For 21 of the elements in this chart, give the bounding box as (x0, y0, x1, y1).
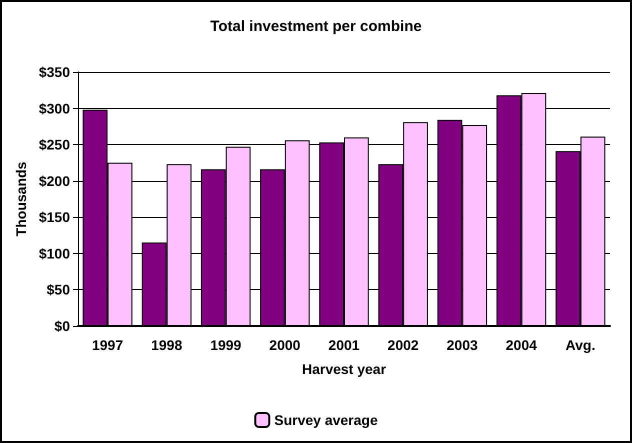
x-tick-label: Avg. (566, 337, 596, 353)
x-tick-label: 1999 (210, 337, 242, 353)
y-tick-label: $300 (38, 100, 70, 116)
y-tick-label: $50 (46, 282, 70, 298)
x-tick-label: 2002 (388, 337, 419, 353)
y-axis-title: Thousands (12, 161, 29, 236)
y-tick-label: $350 (38, 64, 70, 80)
y-tick-label: $250 (38, 136, 70, 153)
y-tick-label: $200 (38, 172, 70, 189)
x-tick-label: 1998 (151, 337, 182, 353)
x-tick-label: 2000 (269, 337, 301, 353)
x-tick-label: 2001 (328, 337, 360, 353)
x-tick-label: 2004 (506, 337, 538, 353)
x-tick-label: 1997 (92, 337, 124, 353)
y-tick-label: $0 (54, 318, 70, 334)
chart-title: Total investment per combine (210, 18, 422, 35)
x-axis-title: Harvest year (302, 361, 387, 377)
y-tick-label: $100 (38, 245, 70, 262)
x-tick-label: 2003 (446, 337, 478, 353)
y-tick-label: $150 (38, 209, 70, 226)
legend-label: Survey average (274, 412, 378, 428)
